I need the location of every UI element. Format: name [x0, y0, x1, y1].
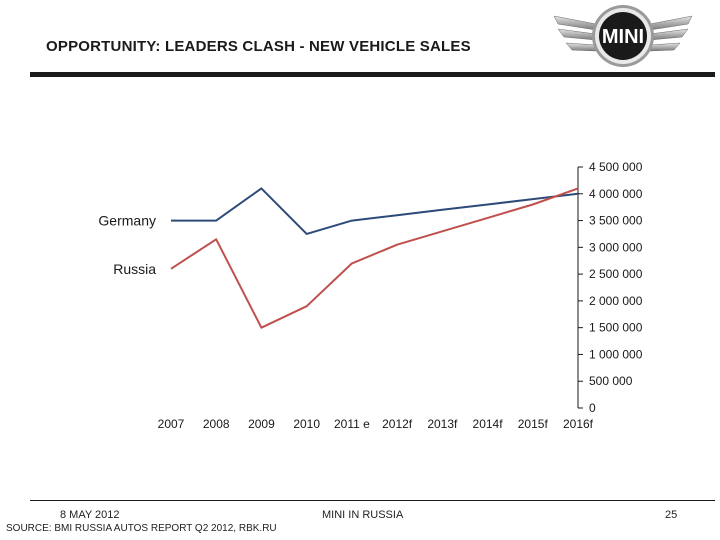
y-tick-label: 4 500 000: [589, 160, 643, 174]
footer-source: SOURCE: BMI RUSSIA AUTOS REPORT Q2 2012,…: [6, 523, 277, 534]
header-rule: [30, 72, 715, 77]
series-lines: [170, 187, 579, 329]
series-label-germany: Germany: [98, 213, 156, 229]
footer-date: 8 MAY 2012: [60, 509, 120, 521]
x-tick-label: 2012f: [382, 417, 413, 431]
y-tick-label: 4 000 000: [589, 187, 643, 201]
page-number: 25: [665, 509, 678, 521]
x-tick-label: 2013f: [427, 417, 458, 431]
footer-center-text: MINI IN RUSSIA: [322, 509, 404, 521]
x-axis: 2007 2008 2009 2010 2011 e 2012f 2013f 2014f 201…: [158, 417, 594, 431]
y-tick-label: 2 000 000: [589, 294, 643, 308]
y-axis: 0 500 000 1 000 000 1 500 000 2 000 000 2 500…: [577, 160, 643, 415]
x-tick-label: 2008: [203, 417, 230, 431]
y-tick-label: 0: [589, 401, 596, 415]
x-tick-label: 2014f: [473, 417, 504, 431]
y-tick-label: 3 500 000: [589, 214, 643, 228]
y-tick-label: 500 000: [589, 374, 633, 388]
y-tick-label: 1 500 000: [589, 321, 643, 335]
slide-title: OPPORTUNITY: LEADERS CLASH - NEW VEHICLE…: [46, 38, 471, 55]
footer-rule: [30, 500, 715, 501]
logo-text: MINI: [602, 26, 644, 48]
series-line-russia: [170, 187, 579, 329]
x-tick-label: 2009: [248, 417, 275, 431]
series-line-germany: [171, 187, 579, 235]
y-tick-label: 2 500 000: [589, 267, 643, 281]
x-tick-label: 2010: [293, 417, 320, 431]
y-tick-label: 1 000 000: [589, 347, 643, 361]
x-tick-label: 2007: [158, 417, 185, 431]
x-tick-label: 2016f: [563, 417, 594, 431]
series-label-russia: Russia: [113, 261, 156, 277]
x-tick-label: 2011 e: [334, 417, 370, 431]
y-tick-label: 3 000 000: [589, 240, 643, 254]
mini-logo: MINI: [553, 5, 693, 67]
series-labels: Germany Russia: [98, 213, 156, 277]
x-tick-label: 2015f: [518, 417, 549, 431]
